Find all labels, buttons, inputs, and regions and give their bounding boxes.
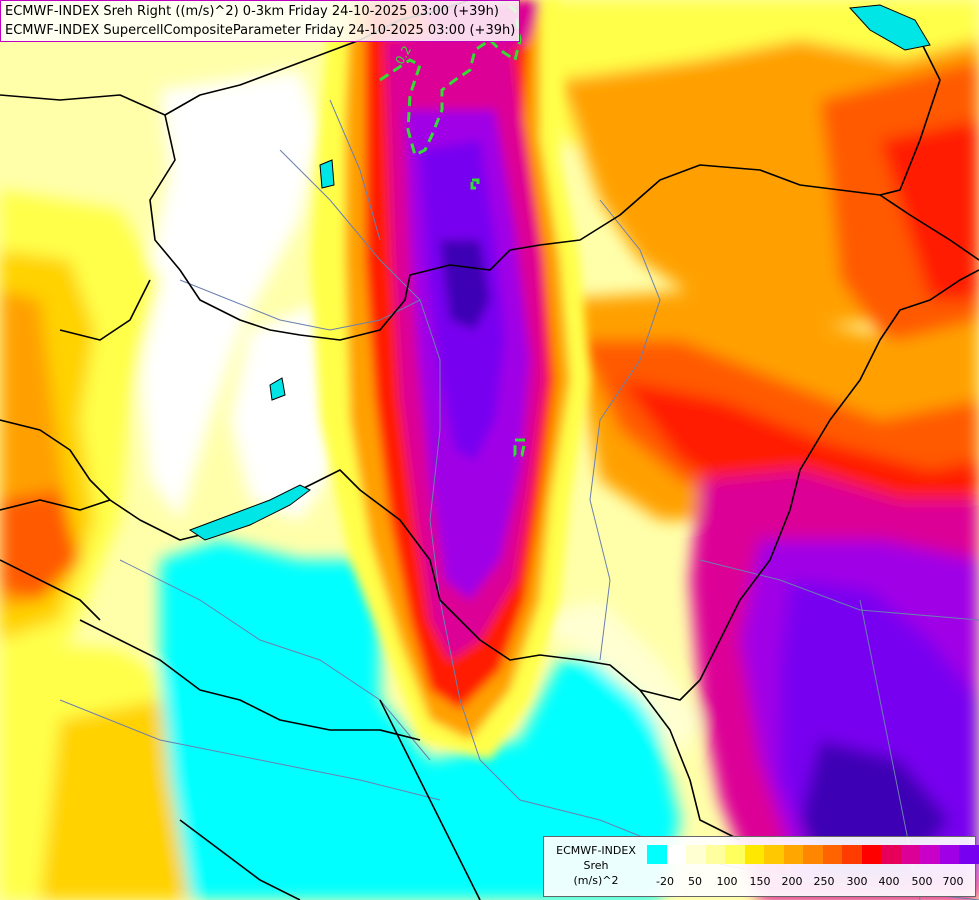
legend-swatch: [725, 845, 745, 864]
legend-swatch: [783, 845, 803, 864]
border-rs-ro: [639, 689, 741, 841]
legend-label: 500: [911, 875, 933, 888]
legend-label: 100: [716, 875, 738, 888]
legend-label: 250: [813, 875, 835, 888]
field-cyan-south: [160, 540, 680, 900]
legend-swatch: [764, 845, 784, 864]
field-white-north: [140, 70, 320, 520]
legend-swatch: [803, 845, 823, 864]
field-pale-south: [520, 600, 700, 760]
border-at-si-2: [59, 279, 151, 341]
river-danube: [179, 279, 979, 900]
legend-swatch: [900, 845, 920, 864]
legend-label: -20: [656, 875, 674, 888]
legend-swatch: [920, 845, 940, 864]
field-red-deep-ne: [880, 120, 979, 300]
title-scp: ECMWF-INDEX SupercellCompositeParameter …: [5, 23, 516, 38]
lake-ne: [848, 4, 931, 51]
color-legend: ECMWF-INDEX Sreh (m/s)^2 -20 50 100 150 200 2…: [543, 836, 979, 897]
border-hu-rs: [439, 599, 701, 701]
scp-contours: [379, 0, 527, 457]
border-rs-ba: [379, 699, 481, 900]
border-si-hr: [0, 559, 101, 621]
legend-label: 300: [846, 875, 868, 888]
legend-swatch: [939, 845, 959, 864]
border-cz-sk-at: [0, 94, 979, 341]
border-hr-ba: [79, 619, 421, 741]
legend-labels: -20 50 100 150 200 250 300 400 500 700: [647, 875, 977, 889]
legend-label: 50: [688, 875, 702, 888]
scp-contour-3: [470, 178, 480, 190]
border-sk-ua: [879, 39, 941, 196]
legend-swatch: [744, 845, 764, 864]
border-hu-ro: [699, 269, 979, 681]
legend-label: 700: [942, 875, 964, 888]
river-drava: [119, 559, 431, 761]
legend-caption-variable: Sreh: [583, 859, 609, 872]
legend-swatch: [842, 845, 862, 864]
legend-swatch: [705, 845, 725, 864]
legend-caption-unit: (m/s)^2: [573, 874, 619, 887]
legend-label: 150: [749, 875, 771, 888]
lakes: [188, 4, 931, 541]
sreh-plume: [310, 0, 590, 760]
legend-label: 200: [781, 875, 803, 888]
legend-caption-source: ECMWF-INDEX: [556, 844, 636, 857]
scp-contour-1: [379, 0, 522, 158]
border-at-si: [0, 419, 111, 511]
legend-swatch: [822, 845, 842, 864]
river-tisza: [589, 199, 661, 661]
legend-swatch: [666, 845, 686, 864]
plume-indigo: [440, 240, 490, 330]
legend-swatch: [881, 845, 901, 864]
legend-swatch: [959, 845, 979, 864]
river-mures: [699, 559, 979, 621]
lake-small-2: [319, 159, 335, 189]
border-ba-me: [179, 819, 301, 900]
map-title-box: ECMWF-INDEX Sreh Right ((m/s)^2) 0-3km F…: [0, 0, 520, 42]
scp-contour-2: [513, 438, 527, 457]
field-red-west: [0, 490, 80, 600]
legend-swatches: [647, 845, 979, 864]
river-sava: [59, 699, 441, 801]
legend-swatch: [686, 845, 706, 864]
legend-swatch: [647, 845, 667, 864]
river-hron: [329, 99, 381, 241]
river-north: [279, 149, 421, 301]
lake-small-1: [269, 377, 286, 401]
legend-swatch: [861, 845, 881, 864]
legend-caption: ECMWF-INDEX Sreh (m/s)^2: [546, 843, 646, 888]
title-sreh: ECMWF-INDEX Sreh Right ((m/s)^2) 0-3km F…: [5, 4, 499, 19]
legend-label: 400: [878, 875, 900, 888]
lake-balaton: [188, 484, 311, 541]
